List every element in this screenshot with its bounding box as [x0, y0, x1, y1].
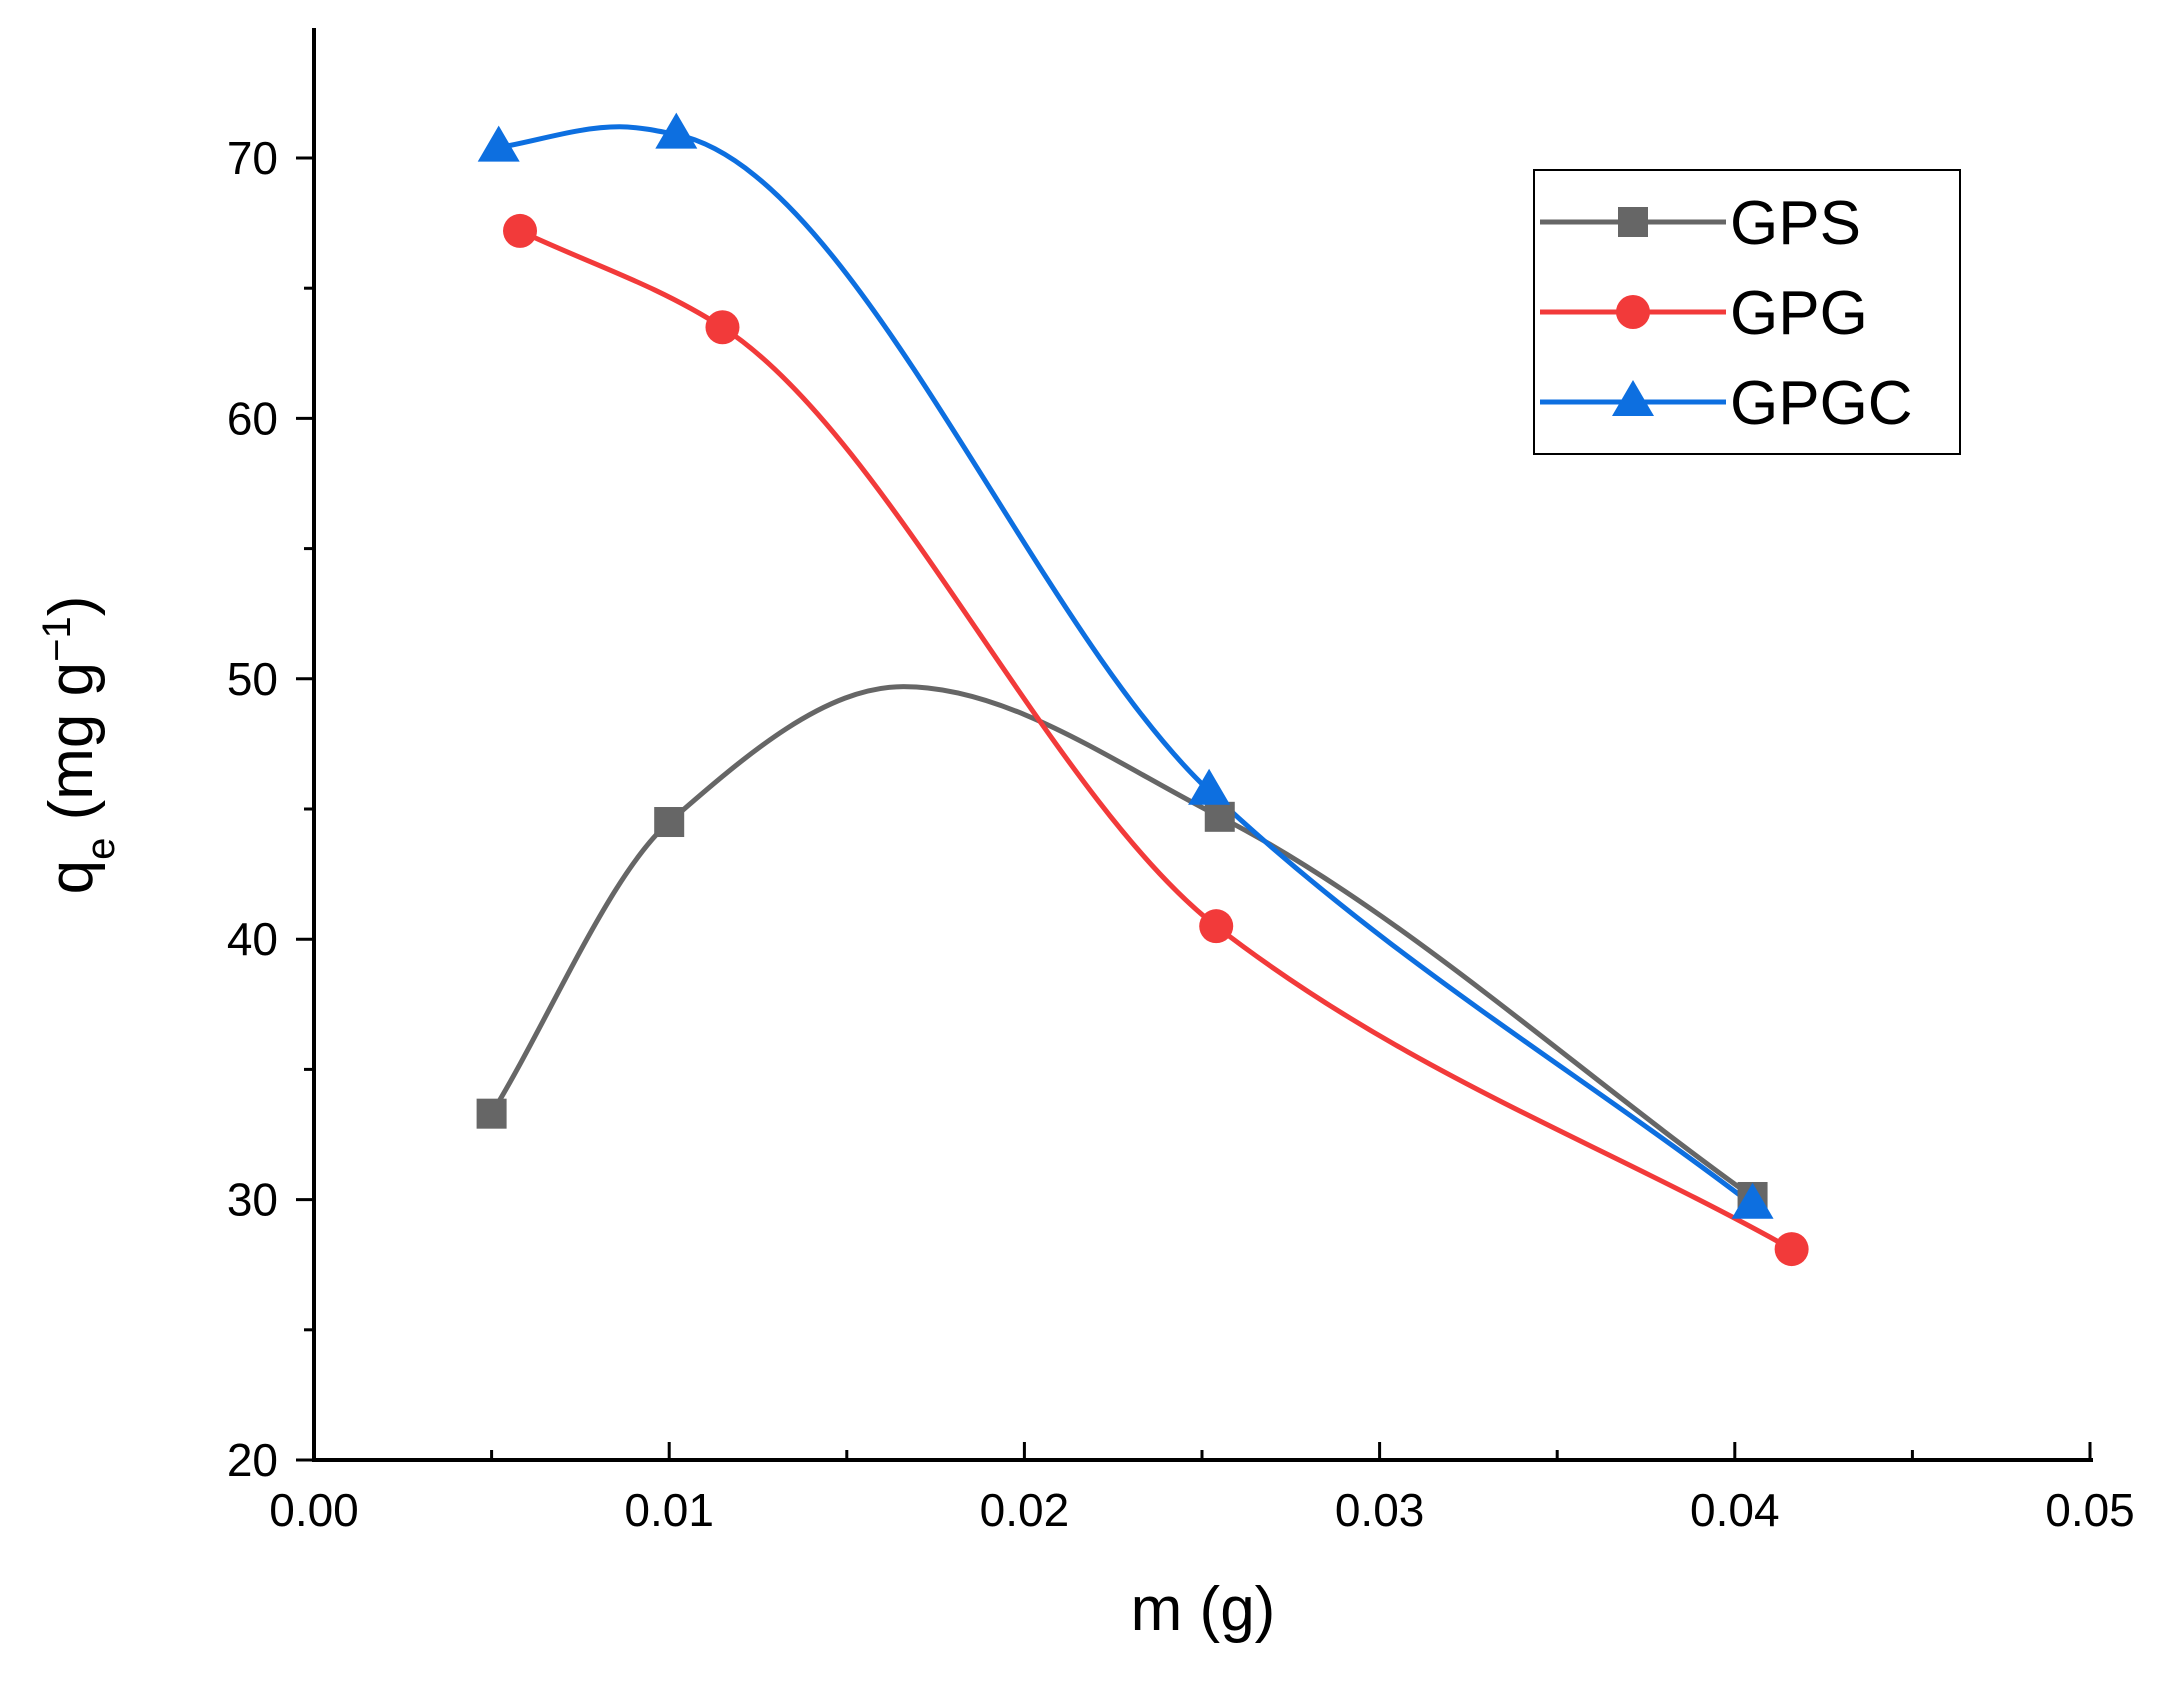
y-tick-label: 20: [227, 1434, 278, 1486]
legend-label-gpgc: GPGC: [1730, 369, 1913, 438]
series-line-gpg: [518, 228, 1793, 1252]
y-tick-label: 60: [227, 392, 278, 444]
data-point-gps: [1204, 801, 1235, 832]
legend-marker-gpg: [1616, 295, 1650, 329]
tick-labels: 0.00 0.01 0.02 0.03 0.04 0.05 20 30 40 50 60 70: [227, 132, 2135, 1536]
data-point-gpgc: [477, 125, 520, 162]
legend-marker-gps: [1618, 207, 1648, 237]
legend-item-gps: GPS: [1540, 189, 1861, 258]
data-point-gpgc: [1731, 1182, 1774, 1219]
data-point-gpg: [705, 310, 740, 345]
y-tick-label: 30: [227, 1174, 278, 1226]
legend-label-gps: GPS: [1730, 189, 1861, 258]
data-point-gps: [654, 807, 685, 838]
data-point-gpg: [1774, 1232, 1809, 1267]
plot-lines: [489, 124, 1793, 1252]
series-line-gpgc: [498, 124, 1755, 1207]
x-tick-label: 0.04: [1690, 1484, 1780, 1536]
legend-label-gpg: GPG: [1730, 279, 1868, 348]
data-point-gpg: [503, 213, 538, 248]
x-tick-label: 0.02: [980, 1484, 1070, 1536]
y-tick-label: 50: [227, 653, 278, 705]
y-axis-title: qe (mg g−1): [35, 596, 123, 895]
x-axis-title: m (g): [1131, 1575, 1276, 1644]
legend: GPS GPG GPGC: [1533, 169, 1961, 455]
x-tick-label: 0.05: [2045, 1484, 2135, 1536]
ticks: [296, 156, 2092, 1462]
data-point-gpg: [1199, 909, 1234, 944]
data-point-gpgc: [655, 112, 698, 149]
x-tick-label: 0.01: [624, 1484, 714, 1536]
legend-item-gpgc: GPGC: [1540, 369, 1913, 438]
series-line-gps: [489, 684, 1755, 1200]
data-point-gpgc: [1188, 768, 1231, 805]
x-tick-label: 0.00: [269, 1484, 359, 1536]
legend-marker-gpgc: [1612, 380, 1654, 416]
plot-markers: [476, 112, 1809, 1267]
y-tick-label: 70: [227, 132, 278, 184]
y-tick-label: 40: [227, 913, 278, 965]
x-tick-label: 0.03: [1335, 1484, 1425, 1536]
legend-item-gpg: GPG: [1540, 279, 1868, 348]
data-point-gps: [476, 1098, 507, 1129]
